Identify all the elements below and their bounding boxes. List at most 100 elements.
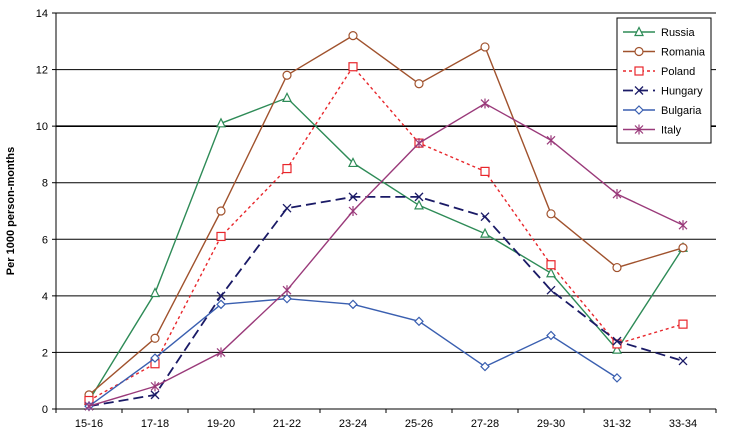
point-russia (414, 199, 424, 210)
point-italy (480, 98, 490, 109)
point-italy (282, 285, 292, 296)
point-hungary (546, 285, 556, 295)
point-poland (678, 319, 688, 329)
point-romania (414, 79, 424, 89)
legend-marker-italy (634, 124, 644, 135)
point-bulgaria (150, 353, 160, 363)
legend-box (616, 17, 712, 144)
axes (52, 12, 717, 413)
x-tick-label: 29-30 (537, 418, 565, 430)
x-tick-label: 17-18 (141, 418, 169, 430)
gridlines (56, 12, 716, 353)
series-russia (84, 92, 688, 405)
x-tick-label: 33-34 (669, 418, 697, 430)
y-tick-label: 0 (42, 404, 48, 416)
point-bulgaria (612, 373, 622, 383)
y-tick-label: 6 (42, 234, 48, 246)
point-hungary (150, 390, 160, 400)
y-tick-label: 2 (42, 347, 48, 359)
legend-marker-hungary (634, 86, 644, 95)
point-poland (216, 231, 226, 242)
point-italy (348, 206, 358, 216)
legend-marker-bulgaria (634, 105, 644, 115)
x-tick-label: 21-22 (273, 418, 301, 430)
point-italy (678, 220, 688, 231)
legend-item-romania: Romania (623, 47, 706, 59)
point-bulgaria (282, 293, 292, 304)
x-tick-label: 25-26 (405, 418, 433, 430)
legend-item-hungary: Hungary (623, 86, 703, 98)
x-tick-label: 27-28 (471, 418, 499, 430)
point-russia (348, 157, 358, 168)
point-bulgaria (546, 330, 556, 341)
series-romania (84, 31, 688, 400)
legend-label-romania: Romania (661, 47, 706, 59)
point-italy (150, 381, 160, 392)
y-tick-label: 4 (42, 291, 48, 303)
point-romania (282, 70, 292, 80)
y-tick-label: 8 (42, 178, 48, 190)
point-russia (216, 117, 226, 128)
legend-label-hungary: Hungary (661, 86, 703, 98)
point-russia (612, 343, 622, 354)
series-line-romania (88, 34, 684, 396)
legend-item-bulgaria: Bulgaria (623, 105, 702, 117)
y-tick-label: 10 (36, 121, 48, 133)
point-italy (612, 189, 622, 200)
point-italy (84, 401, 94, 412)
legend-item-poland: Poland (623, 66, 695, 78)
legend: Russia Romania Poland Hungary Bulgaria Italy (616, 17, 712, 144)
point-hungary (348, 192, 358, 202)
x-tick-label: 19-20 (207, 418, 235, 430)
legend-marker-poland (634, 66, 644, 76)
legend-label-italy: Italy (661, 125, 682, 137)
point-poland (612, 339, 622, 349)
series-group (84, 31, 688, 412)
point-romania (678, 243, 688, 253)
legend-label-bulgaria: Bulgaria (661, 105, 702, 117)
point-bulgaria (414, 316, 424, 327)
point-romania (612, 262, 622, 273)
point-italy (216, 347, 226, 358)
legend-label-russia: Russia (661, 27, 696, 39)
point-poland (546, 260, 556, 270)
point-hungary (216, 291, 226, 301)
point-russia (150, 287, 160, 298)
series-hungary (84, 192, 688, 411)
point-hungary (678, 356, 688, 366)
point-poland (282, 163, 292, 174)
y-tick-label: 14 (36, 8, 48, 20)
legend-item-italy: Italy (623, 124, 682, 137)
point-romania (150, 333, 160, 343)
point-bulgaria (216, 299, 226, 310)
point-italy (414, 138, 424, 149)
series-line-hungary (88, 196, 684, 408)
x-tick-label: 15-16 (75, 418, 103, 430)
point-hungary (282, 203, 292, 213)
point-poland (348, 62, 358, 72)
x-tick-labels: 15-16 17-18 19-20 21-22 23-24 25-26 27-28 29-30… (75, 418, 697, 430)
point-hungary (480, 212, 490, 222)
point-poland (480, 166, 490, 176)
point-russia (546, 267, 556, 278)
point-romania (480, 42, 490, 52)
series-line-italy (88, 102, 684, 407)
y-tick-labels: 0 2 4 6 8 10 12 14 (36, 8, 48, 416)
legend-marker-romania (634, 46, 644, 57)
series-line-russia (88, 97, 684, 401)
y-tick-label: 12 (36, 65, 48, 77)
x-tick-label: 31-32 (603, 418, 631, 430)
series-poland (84, 62, 688, 406)
legend-marker-russia (634, 26, 644, 37)
point-romania (348, 31, 358, 41)
point-russia (282, 92, 292, 102)
point-romania (546, 209, 556, 219)
point-russia (480, 227, 490, 238)
series-italy (84, 98, 688, 412)
point-bulgaria (480, 361, 490, 372)
point-bulgaria (348, 299, 358, 310)
point-italy (546, 135, 556, 146)
y-axis-label: Per 1000 person-months (5, 147, 17, 275)
legend-label-poland: Poland (661, 66, 695, 78)
